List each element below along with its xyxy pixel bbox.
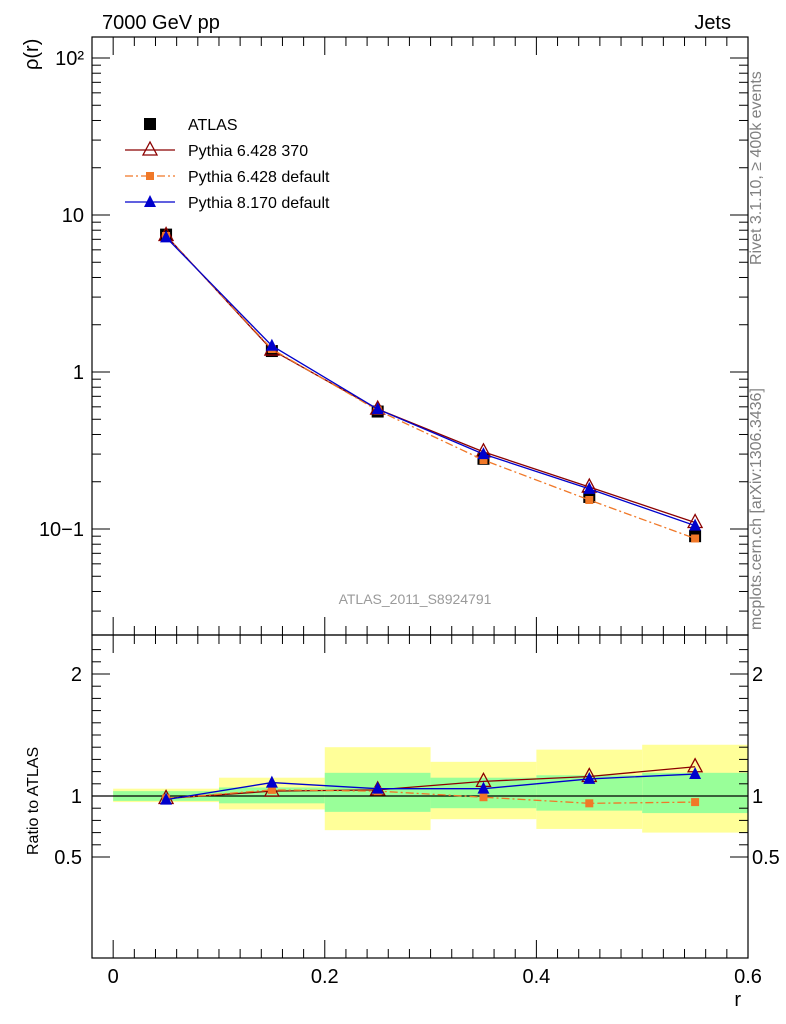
main-panel-series	[157, 226, 704, 543]
ratio-series-line-2	[165, 773, 696, 801]
xtick-label: 0.6	[734, 966, 762, 988]
main-series-line-3	[165, 236, 696, 527]
ratio-series-line-0	[166, 766, 696, 800]
legend-label-3: Pythia 8.170 default	[188, 195, 330, 212]
main-point	[371, 402, 384, 415]
ratio-point	[689, 767, 702, 780]
ratio-ytick-label-right: 2	[752, 664, 763, 686]
ratio-point	[479, 793, 488, 802]
mcplots-label: mcplots.cern.ch [arXiv:1306.3436]	[748, 388, 765, 630]
main-panel-axes: 10−1 1 10 10²	[39, 36, 749, 636]
xtick-label: 0.4	[522, 966, 550, 988]
main-point	[479, 456, 488, 465]
main-point	[585, 496, 594, 505]
ratio-point	[265, 775, 278, 788]
xtick-label: 0	[108, 966, 119, 988]
rivet-label: Rivet 3.1.10, ≥ 400k events	[748, 71, 765, 265]
legend: ATLAS Pythia 6.428 370 Pythia 6.428 defaul…	[125, 117, 330, 212]
main-point	[583, 481, 596, 494]
legend-marker-0	[144, 118, 156, 130]
main-ytick-label: 10²	[55, 48, 84, 70]
main-ytick-label: 10−1	[39, 519, 84, 541]
main-series-3	[160, 230, 702, 531]
main-series-line-2	[165, 235, 696, 540]
main-point	[689, 518, 702, 531]
inner-band-5	[642, 772, 748, 814]
legend-marker-1	[141, 140, 159, 156]
ratio-ytick-label: 0.5	[54, 847, 82, 869]
analysis-id: ATLAS_2011_S8924791	[339, 591, 492, 607]
ratio-ytick-label: 2	[71, 664, 82, 686]
xtick-label: 0.2	[311, 966, 339, 988]
main-series-2	[162, 231, 700, 543]
ratio-point	[585, 799, 594, 808]
ratio-point	[371, 781, 384, 794]
energy-title: 7000 GeV pp	[102, 12, 220, 34]
ratio-point	[583, 771, 596, 784]
ratio-point	[691, 798, 700, 807]
ratio-point	[160, 792, 173, 805]
main-point	[691, 534, 700, 543]
main-ytick-label: 10	[62, 205, 84, 227]
process-title: Jets	[694, 12, 731, 34]
main-point	[265, 338, 278, 351]
ratio-panel-axes: 0.5 0.5 1 1 2 2 0 0.2 0.4 0.6	[54, 634, 780, 988]
ratio-point	[267, 785, 276, 794]
ratio-panel-series	[157, 757, 704, 808]
legend-label-1: Pythia 6.428 370	[188, 143, 308, 160]
ratio-ytick-label-right: 0.5	[752, 847, 780, 869]
main-ylabel: ρ(r)	[21, 39, 43, 70]
xlabel: r	[734, 989, 741, 1011]
ratio-series-2	[160, 767, 702, 805]
main-series-1	[157, 226, 704, 529]
main-series-line-1	[165, 235, 696, 524]
ratio-ylabel: Ratio to ATLAS	[25, 747, 42, 855]
ratio-ytick-label: 1	[71, 786, 82, 808]
legend-label-0: ATLAS	[188, 117, 238, 134]
legend-label-2: Pythia 6.428 default	[188, 169, 330, 186]
main-series-0	[160, 228, 702, 543]
ratio-ytick-label-right: 1	[752, 786, 763, 808]
main-point	[477, 447, 490, 460]
main-ytick-label: 1	[73, 362, 84, 384]
ratio-point	[477, 781, 490, 794]
main-point	[160, 230, 173, 243]
legend-marker-2	[146, 172, 154, 180]
legend-marker-3	[144, 195, 156, 207]
